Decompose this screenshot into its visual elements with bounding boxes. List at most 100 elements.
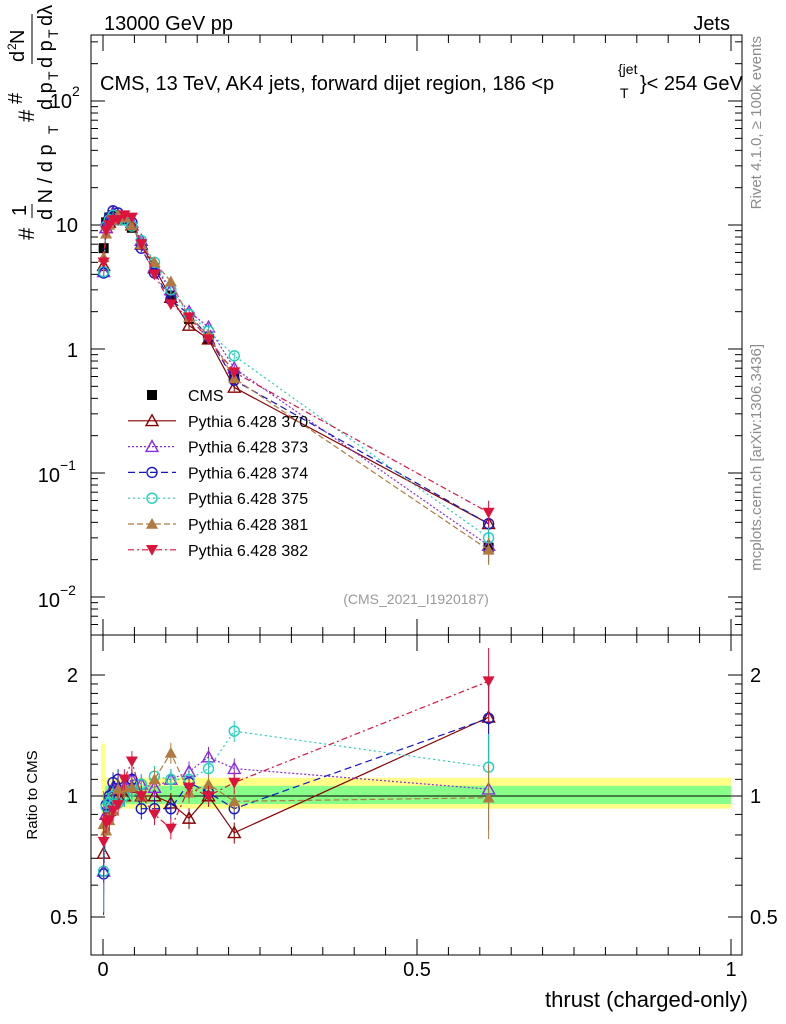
ylabel-den3: d p — [35, 40, 57, 68]
point-p381 — [164, 275, 177, 287]
x-axis-label: thrust (charged-only) — [545, 987, 748, 1012]
legend-item-p370: Pythia 6.428 370 — [128, 413, 308, 431]
ylabel-num1: 1 — [9, 205, 31, 216]
ratio-point-p382 — [135, 791, 148, 802]
legend-item-p381: Pythia 6.428 381 — [128, 517, 308, 534]
ratio-tick-2: 2 — [67, 665, 78, 687]
ratio-point-p382 — [118, 774, 131, 786]
y-tick-0.01-base: 10 — [38, 590, 60, 612]
ratio-tick-2-right: 2 — [750, 665, 761, 687]
ylabel-den3-sub: T — [45, 29, 61, 38]
ratio-point-p382 — [125, 756, 138, 768]
ratio-point-p375 — [165, 773, 177, 786]
ratio-tick-0.5: 0.5 — [50, 907, 78, 929]
ratio-tick-1: 1 — [67, 786, 78, 808]
main-y-label: # 1 d N / d p T # # d p T d 2 N d p T dλ — [5, 5, 61, 240]
series-p381 — [97, 209, 495, 565]
point-p382 — [202, 334, 215, 346]
legend-marker-p382 — [146, 545, 158, 556]
ylabel-num3-n: N — [7, 30, 29, 44]
point-cms — [98, 243, 109, 254]
ylabel-den2-sub: T — [45, 71, 61, 80]
ratio-point-p381 — [482, 791, 495, 803]
ratio-point-p381 — [125, 781, 138, 793]
ratio-series-p382 — [97, 647, 495, 883]
ratio-point-p382 — [103, 815, 116, 827]
legend-label-cms: CMS — [188, 388, 224, 405]
ratio-point-p381 — [148, 773, 161, 785]
legend-item-p373: Pythia 6.428 373 — [128, 439, 308, 457]
ratio-line-p382 — [103, 680, 489, 842]
ylabel-num3-sup: 2 — [5, 43, 19, 50]
ratio-series-group — [96, 647, 496, 916]
ylabel-den2: d p — [35, 82, 57, 110]
ratio-tick-0.5-right: 0.5 — [750, 907, 778, 929]
point-p382 — [112, 215, 125, 226]
ratio-point-p382 — [97, 836, 110, 848]
legend-label-p381: Pythia 6.428 381 — [188, 517, 308, 534]
ylabel-hash1: # — [14, 227, 39, 240]
point-p381 — [482, 543, 495, 555]
legend-marker-p374 — [146, 466, 158, 479]
point-p382 — [135, 239, 148, 251]
chart-title-sup: {jet — [618, 61, 638, 77]
ratio-point-p381 — [202, 778, 215, 789]
point-p370 — [181, 317, 197, 331]
legend: CMS Pythia 6.428 370 Pythia 6.428 373 Pythi… — [128, 388, 308, 560]
x-tick-0: 0 — [97, 959, 108, 981]
header-left: 13000 GeV pp — [104, 13, 233, 35]
legend-label-p375: Pythia 6.428 375 — [188, 491, 308, 508]
ratio-line-p375 — [103, 730, 489, 872]
point-p382 — [228, 367, 241, 379]
ratio-point-p382 — [183, 782, 196, 794]
x-tick-1: 1 — [725, 959, 736, 981]
ylabel-num2: # — [5, 92, 27, 104]
chart-title-sub: T — [620, 85, 629, 101]
legend-marker-p370 — [144, 413, 160, 427]
rivet-label: Rivet 4.1.0, ≥ 100k events — [748, 36, 765, 209]
y-tick-0.01: 10 −2 — [38, 582, 76, 612]
ratio-point-p375 — [228, 725, 240, 737]
ratio-point-p374 — [165, 802, 177, 815]
legend-marker-p381 — [146, 518, 158, 529]
point-p370 — [227, 379, 242, 393]
series-line-p382 — [103, 214, 489, 514]
main-axis-ticks — [91, 35, 742, 955]
series-p374 — [97, 205, 495, 539]
ratio-point-p382 — [112, 800, 125, 811]
ratio-point-p370 — [227, 825, 242, 839]
point-p382 — [97, 257, 110, 269]
point-p382 — [164, 299, 177, 311]
ratio-point-p373 — [147, 780, 162, 793]
chart-title-tail: }< 254 GeV — [640, 73, 744, 95]
series-line-p381 — [103, 214, 489, 551]
ratio-line-p373 — [103, 756, 489, 872]
y-tick-10: 10 — [56, 215, 78, 237]
ratio-point-p370 — [181, 810, 197, 824]
y-tick-0.1-exp: −1 — [60, 457, 76, 473]
ratio-point-p381 — [164, 746, 177, 758]
ratio-axis-ticks — [91, 674, 742, 918]
series-p382 — [97, 210, 495, 528]
y-tick-0.1: 10 −1 — [38, 457, 76, 487]
point-p382 — [148, 269, 161, 281]
y-tick-0.1-base: 10 — [38, 465, 60, 487]
analysis-id: (CMS_2021_I1920187) — [343, 591, 489, 607]
y-tick-100: 10 2 — [50, 83, 80, 113]
chart-title: CMS, 13 TeV, AK4 jets, forward dijet reg… — [100, 61, 744, 101]
ylabel-den3-l: dλ — [35, 5, 57, 26]
y-tick-1: 1 — [67, 340, 78, 362]
legend-label-p373: Pythia 6.428 373 — [188, 440, 308, 457]
point-p382 — [125, 212, 138, 224]
ratio-point-p375 — [202, 762, 215, 775]
legend-item-p374: Pythia 6.428 374 — [128, 465, 308, 482]
ylabel-den1: d N / d p — [35, 144, 57, 220]
ratio-band-firstbin — [101, 743, 105, 835]
legend-marker-cms — [147, 390, 157, 400]
ylabel-num3: d — [7, 51, 29, 62]
legend-label-p382: Pythia 6.428 382 — [188, 543, 308, 560]
ratio-point-p382 — [148, 809, 161, 821]
main-series-group — [96, 205, 496, 565]
legend-label-p370: Pythia 6.428 370 — [188, 414, 308, 431]
